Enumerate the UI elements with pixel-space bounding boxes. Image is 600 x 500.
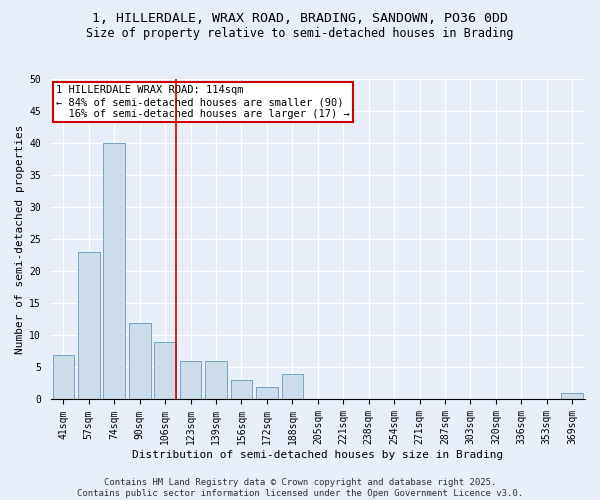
Text: Size of property relative to semi-detached houses in Brading: Size of property relative to semi-detach… [86, 28, 514, 40]
Bar [129, 322, 151, 400]
Bar [180, 361, 202, 400]
Bar [230, 380, 252, 400]
Bar [281, 374, 303, 400]
Text: 1, HILLERDALE, WRAX ROAD, BRADING, SANDOWN, PO36 0DD: 1, HILLERDALE, WRAX ROAD, BRADING, SANDO… [92, 12, 508, 26]
Bar [53, 354, 74, 400]
X-axis label: Distribution of semi-detached houses by size in Brading: Distribution of semi-detached houses by … [132, 450, 503, 460]
Text: Contains HM Land Registry data © Crown copyright and database right 2025.
Contai: Contains HM Land Registry data © Crown c… [77, 478, 523, 498]
Bar [78, 252, 100, 400]
Bar [256, 386, 278, 400]
Bar [154, 342, 176, 400]
Bar [562, 393, 583, 400]
Bar [205, 361, 227, 400]
Bar [103, 143, 125, 400]
Y-axis label: Number of semi-detached properties: Number of semi-detached properties [15, 124, 25, 354]
Text: 1 HILLERDALE WRAX ROAD: 114sqm
← 84% of semi-detached houses are smaller (90)
  : 1 HILLERDALE WRAX ROAD: 114sqm ← 84% of … [56, 86, 350, 118]
